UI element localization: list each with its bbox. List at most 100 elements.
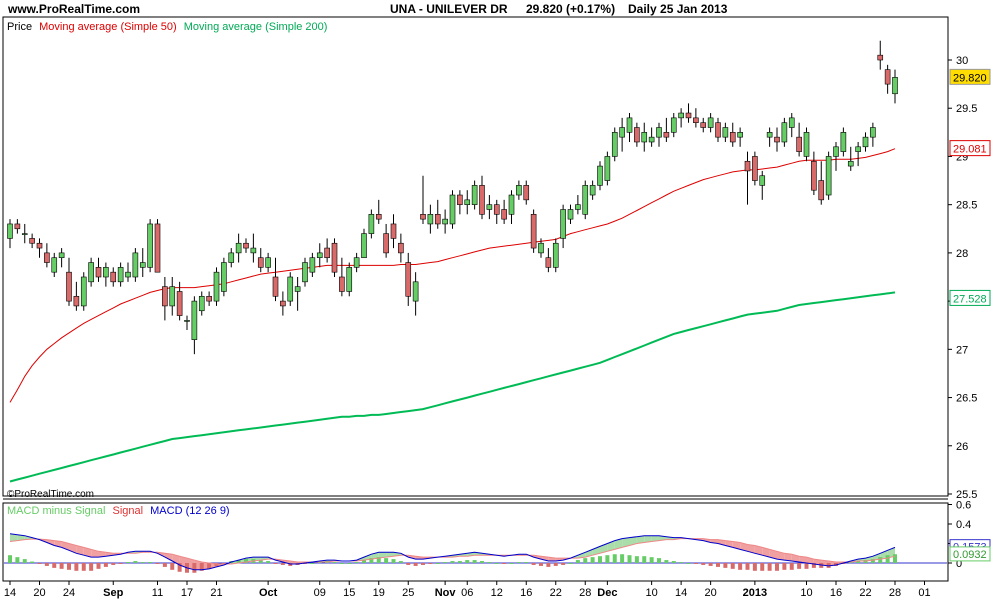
macd-signal-fill (644, 535, 652, 543)
candle (154, 219, 161, 273)
macd-hist-bar (797, 563, 802, 569)
macd-hist-bar (22, 559, 27, 563)
macd-panel-frame (2, 502, 949, 582)
candle (752, 151, 758, 186)
macd-hist-bar (74, 563, 79, 571)
macd-hist-bar (244, 559, 248, 563)
macd-hist-bar (133, 561, 138, 563)
candle-body (626, 117, 633, 133)
candle-body (434, 214, 441, 225)
candle-body (169, 286, 176, 307)
candle-body (154, 223, 161, 273)
site-name[interactable]: www.ProRealTime.com (8, 2, 141, 16)
axis-layer: 3029.52928.52827.52726.52625.529.82029.0… (4, 55, 991, 599)
macd-hist-bar (332, 562, 337, 564)
candle (58, 248, 65, 268)
macd-hist-bar (126, 562, 130, 564)
legend-price: Price (7, 21, 32, 33)
candle-body (302, 262, 308, 283)
candle (788, 113, 795, 138)
x-tick-label: 21 (210, 587, 222, 599)
candle (626, 113, 633, 142)
candle-body (759, 175, 766, 186)
macd-hist-bar (369, 558, 374, 563)
macd-hist-bar (52, 563, 57, 568)
candle (847, 146, 854, 171)
candle-body (870, 127, 876, 138)
x-tick-label: 19 (373, 587, 385, 599)
last-price-change: 29.820 (+0.17%) (526, 2, 616, 16)
candle (169, 277, 176, 316)
macd-hist-bar (612, 554, 617, 563)
macd-hist-bar (44, 563, 49, 566)
candle-body (545, 257, 552, 268)
candle (656, 122, 662, 147)
macd-hist-bar (258, 560, 263, 563)
macd-hist-bar (893, 554, 897, 563)
candle (486, 195, 493, 220)
macd-hist-bar (509, 563, 514, 564)
macd-hist-bar (273, 563, 278, 564)
ma50-value-box (949, 140, 991, 157)
candle-body (508, 194, 515, 215)
candle (21, 223, 28, 244)
candle (117, 262, 124, 287)
price-tick-label: 27 (956, 344, 968, 356)
candle-body (265, 257, 271, 268)
candle (14, 219, 21, 234)
macd-hist-bar (620, 554, 625, 563)
macd-hist-bar (428, 563, 433, 564)
candle-body (700, 122, 707, 128)
macd-hist-bar (605, 555, 610, 563)
candle-body (611, 132, 618, 157)
candle (95, 257, 102, 282)
macd-hist-bar (140, 562, 145, 564)
candle (589, 180, 596, 200)
candle-body (781, 122, 788, 143)
candle (51, 252, 58, 277)
candle (287, 272, 294, 306)
ma50-value-label: 29.081 (953, 144, 987, 156)
macd-hist-bar (398, 561, 403, 563)
candle-body (51, 257, 58, 273)
candle-body (575, 204, 581, 210)
macd-hist-bar (708, 563, 713, 566)
candle-body (280, 300, 286, 307)
candle-body (729, 132, 736, 143)
macd-tick-label: 0.4 (956, 519, 971, 531)
macd-signal-fill (762, 547, 770, 558)
macd-hist-bar (804, 563, 809, 569)
candle-body (877, 54, 884, 61)
price-tick-label: 25.5 (956, 489, 977, 501)
macd-signal-fill (10, 533, 18, 542)
candle-body (176, 291, 183, 316)
candle (434, 199, 441, 229)
x-tick-label: 25 (402, 587, 414, 599)
candle (29, 233, 35, 249)
candle-body (796, 136, 802, 152)
candle-body (213, 271, 220, 302)
candle-body (294, 286, 301, 292)
macd-hist-bar (384, 558, 389, 563)
candle (567, 204, 574, 224)
candle (766, 127, 773, 147)
candle (162, 277, 168, 321)
legend-ma200: Moving average (Simple 200) (184, 21, 328, 33)
candle (774, 127, 780, 152)
candle-body (73, 295, 80, 307)
price-tick-label: 26.5 (956, 393, 977, 405)
candle (449, 190, 456, 229)
macd-hist-bar (89, 563, 94, 571)
x-tick-label: 14 (675, 587, 687, 599)
x-tick-label: 15 (343, 587, 355, 599)
macd-hist-bar (760, 563, 765, 571)
candle-body (198, 295, 205, 312)
chart-header: www.ProRealTime.com UNA - UNILEVER DR 29… (0, 0, 1000, 18)
candle (611, 127, 618, 162)
macd-signal-fill (651, 535, 659, 542)
candle (132, 248, 139, 282)
macd-hist-bar (723, 563, 728, 568)
x-tick-label: 28 (579, 587, 591, 599)
candle (516, 180, 522, 200)
